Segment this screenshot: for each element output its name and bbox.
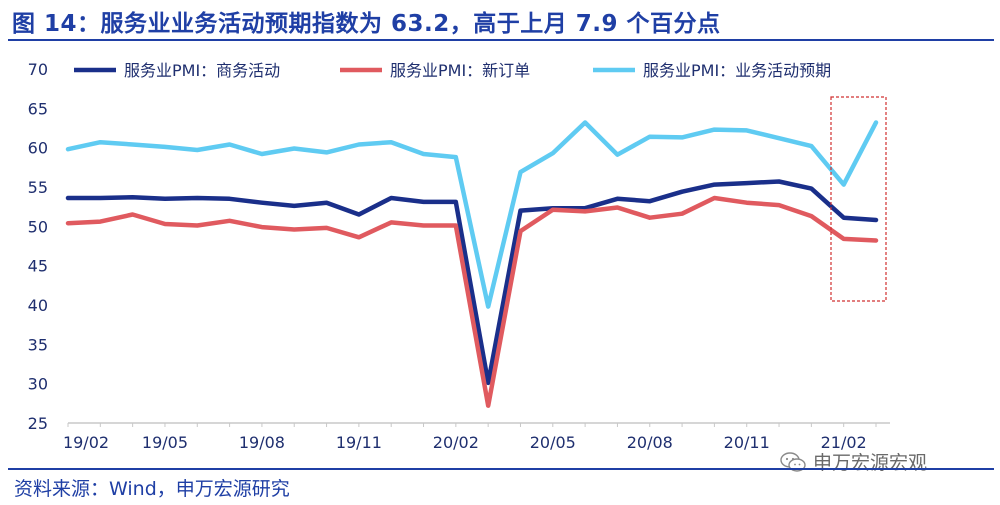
y-tick-label: 60 xyxy=(28,139,48,158)
series-line-2 xyxy=(65,195,879,408)
y-tick-label: 35 xyxy=(28,335,48,354)
series-line-1 xyxy=(65,179,879,386)
x-tick-label: 20/11 xyxy=(724,433,770,452)
watermark-text: 申万宏源宏观 xyxy=(813,452,928,474)
y-tick-label: 25 xyxy=(28,414,48,433)
source-rule xyxy=(8,468,994,470)
source-note: 资料来源：Wind，申万宏源研究 xyxy=(14,478,290,500)
y-tick-label: 40 xyxy=(28,296,48,315)
figure-title: 图 14：服务业业务活动预期指数为 63.2，高于上月 7.9 个百分点 xyxy=(12,11,721,37)
x-tick-label: 20/08 xyxy=(627,433,673,452)
legend-label-2: 服务业PMI：新订单 xyxy=(390,61,530,80)
y-tick-label: 50 xyxy=(28,217,48,236)
series-lines xyxy=(65,120,879,408)
title-rule xyxy=(8,39,994,41)
y-tick-label: 55 xyxy=(28,178,48,197)
x-tick-label: 19/08 xyxy=(239,433,285,452)
x-axis: 19/02 19/05 19/08 19/11 20/02 20/05 20/08 20/11… xyxy=(63,422,890,452)
highlight-box xyxy=(830,96,887,302)
legend-label-1: 服务业PMI：商务活动 xyxy=(124,61,280,80)
legend-label-3: 服务业PMI：业务活动预期 xyxy=(643,61,831,80)
x-tick-label: 19/05 xyxy=(142,433,188,452)
x-tick-label: 19/11 xyxy=(336,433,382,452)
x-tick-label: 19/02 xyxy=(63,433,109,452)
y-tick-label: 30 xyxy=(28,375,48,394)
y-tick-label: 65 xyxy=(28,99,48,118)
legend: 服务业PMI：商务活动 服务业PMI：新订单 服务业PMI：业务活动预期 xyxy=(74,61,831,80)
x-tick-label: 20/02 xyxy=(433,433,479,452)
x-tick-label: 21/02 xyxy=(821,433,867,452)
series-line-3 xyxy=(65,120,879,309)
wechat-icon xyxy=(780,451,806,472)
y-axis: 25 30 35 40 45 50 55 60 65 70 xyxy=(28,60,48,433)
y-tick-label: 70 xyxy=(28,60,48,79)
x-tick-label: 20/05 xyxy=(530,433,576,452)
watermark: 申万宏源宏观 xyxy=(779,448,927,475)
y-tick-label: 45 xyxy=(28,257,48,276)
